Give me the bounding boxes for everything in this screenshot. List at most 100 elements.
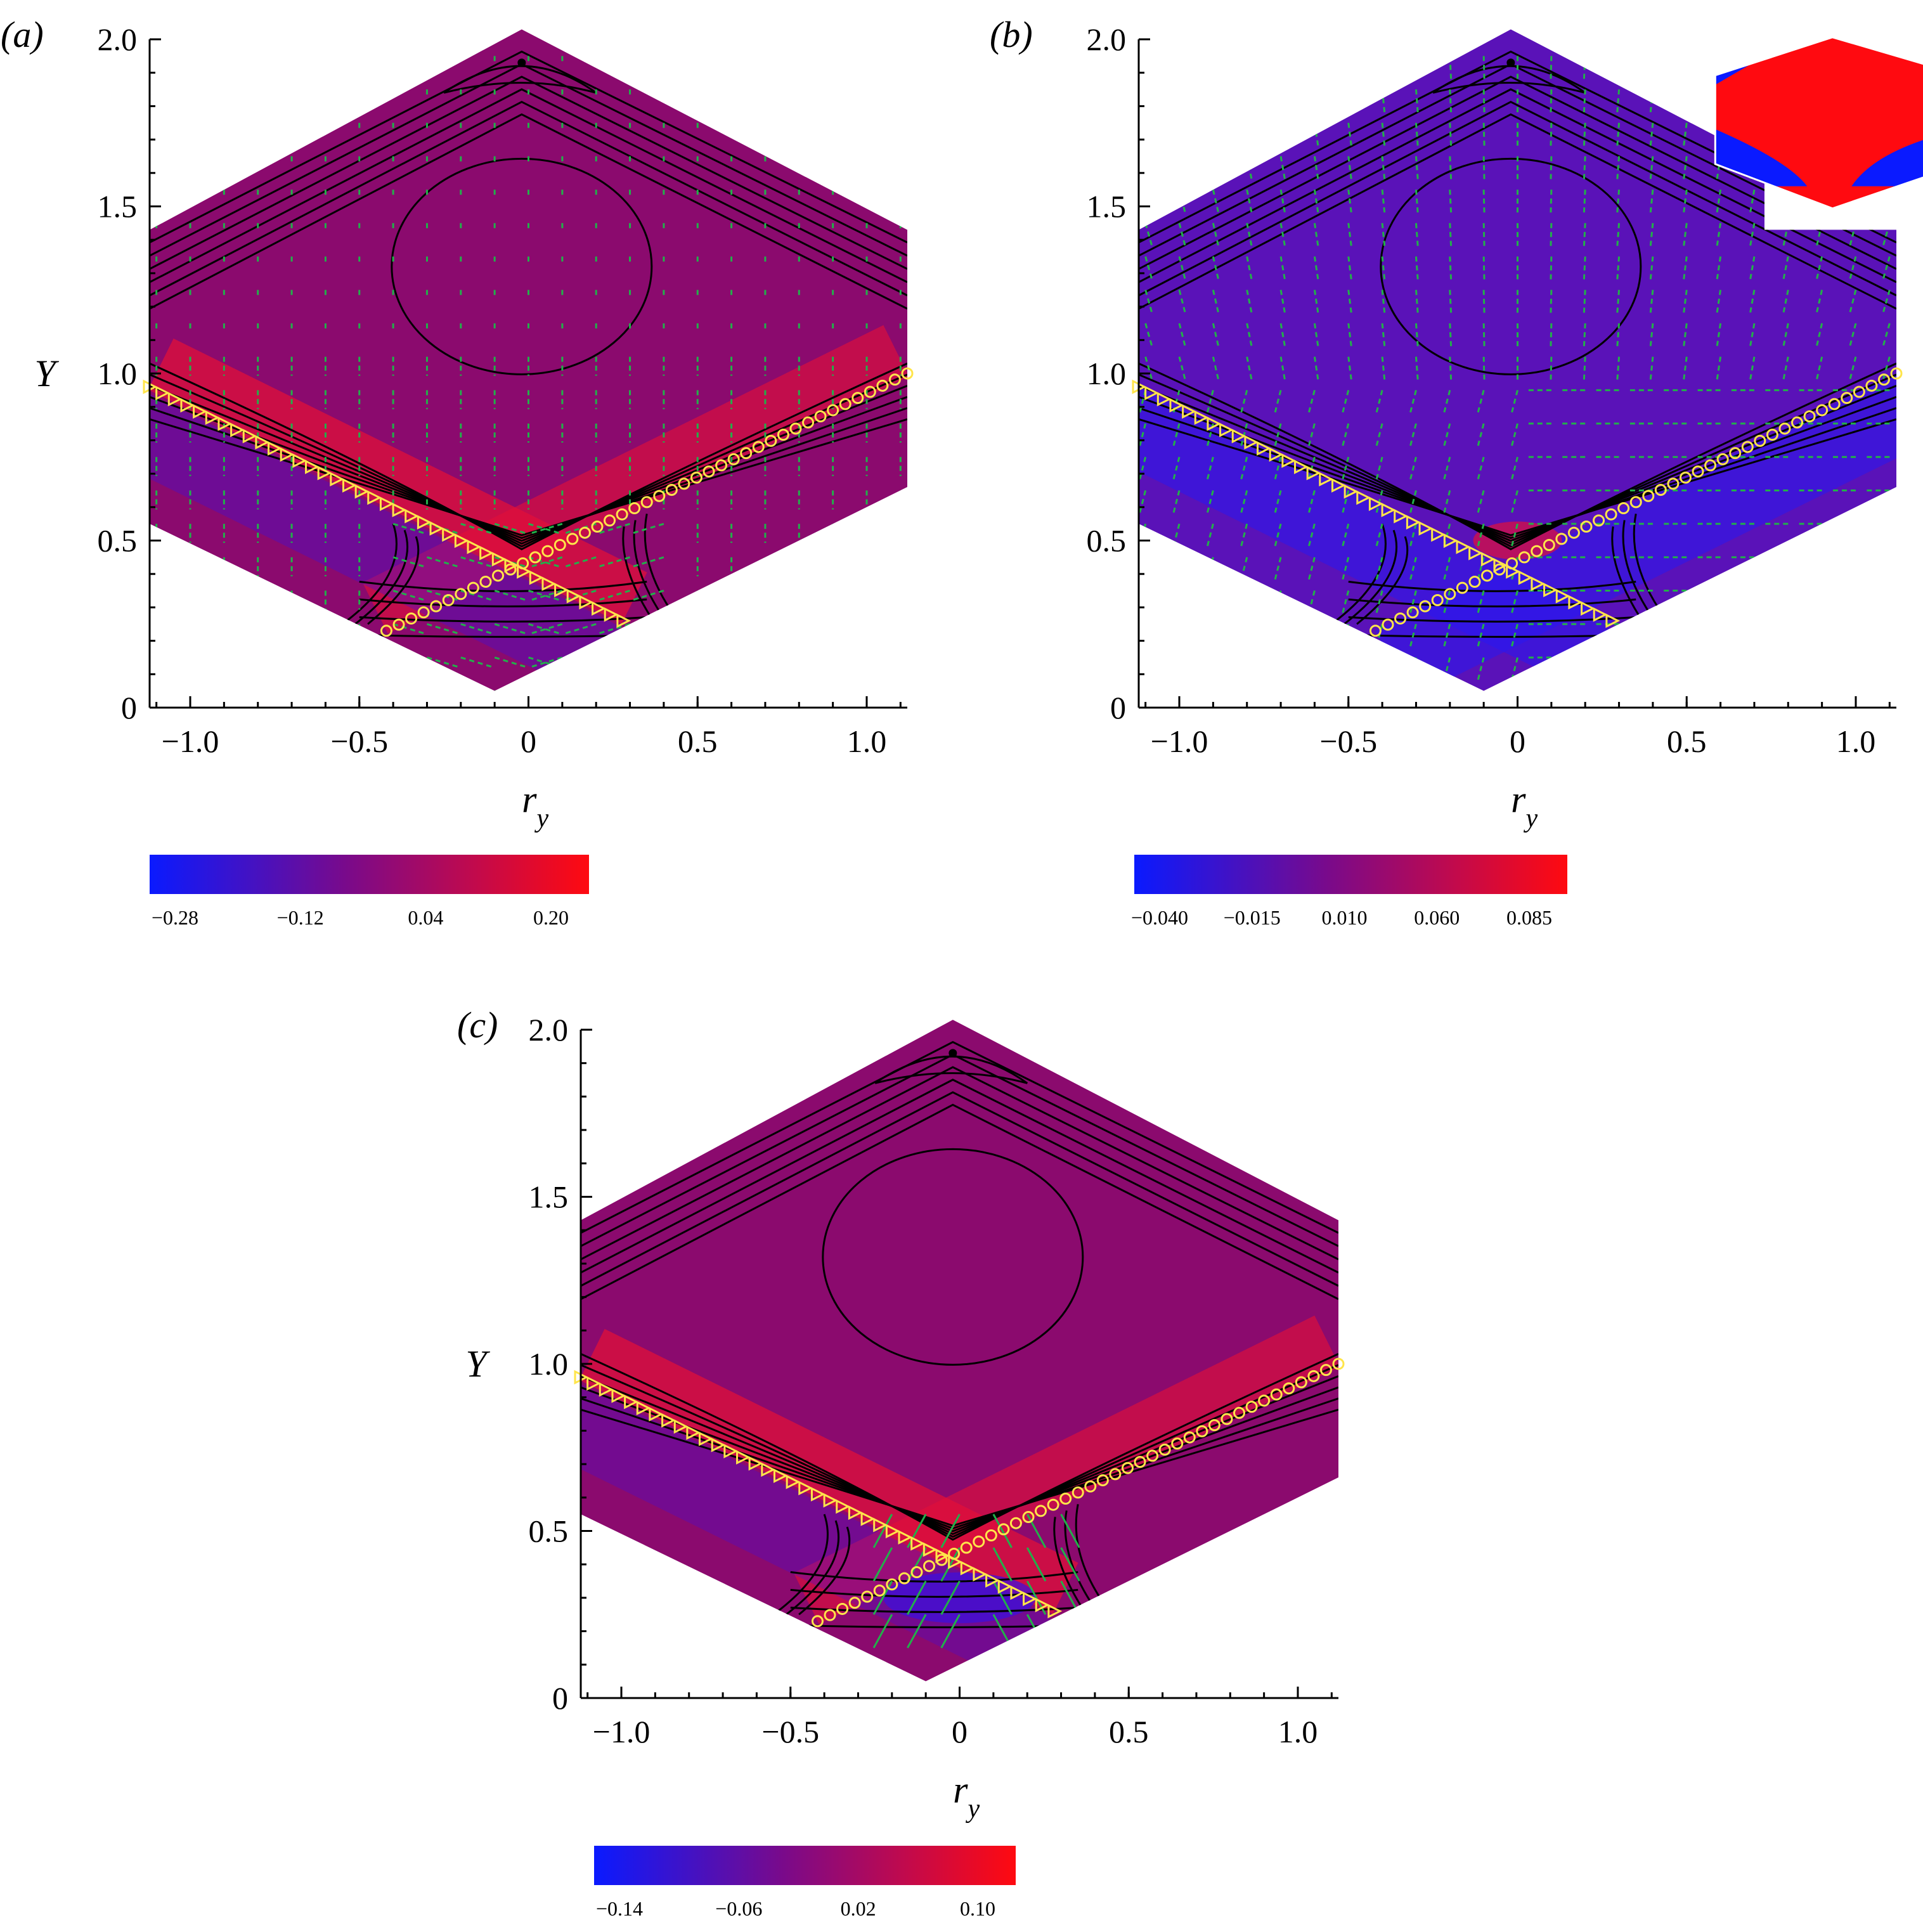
circle-marker [628,502,641,515]
circle-marker [690,471,703,484]
circle-marker [997,1523,1010,1536]
vector-arrow [1442,423,1451,449]
vector-arrow [1139,389,1147,415]
vector-arrow [1279,56,1286,82]
vector-arrow [1583,122,1586,148]
vector-arrow [1375,657,1383,683]
blue-band-left [150,392,621,691]
vector-arrow [1172,590,1181,616]
vector-arrow [1616,290,1621,316]
x-tick-label: 1.0 [1278,1714,1318,1749]
contour-lower-1 [150,373,907,548]
triangle-marker [786,1474,801,1489]
contour-lower-0 [150,362,907,550]
circle-marker [960,1541,973,1554]
vector-arrow [940,1580,961,1615]
vector-arrow [1273,557,1282,582]
vector-arrow [1815,323,1823,349]
vector-arrow [1307,657,1316,683]
triangle-marker [504,558,519,573]
vector-arrow [528,522,562,535]
contour-lower-3 [581,1386,1338,1533]
y-tick-label: 1.5 [98,189,138,224]
vector-arrow [940,1514,961,1548]
triangle-marker [217,416,233,431]
triangle-marker [798,1481,813,1496]
contour-upper-0 [581,1041,1338,1234]
x-tick-label: −0.5 [330,723,388,759]
triangle-marker [1581,601,1595,616]
vector-arrow [1415,323,1419,349]
vector-arrow [1240,657,1248,683]
circle-marker [1803,410,1816,423]
colorbar-tick-label: 0.02 [841,1897,876,1920]
vector-arrow [427,690,461,691]
vector-arrow [1240,457,1248,482]
vector-arrow [1716,290,1722,316]
vector-arrow [1815,356,1823,382]
vector-arrow [1178,323,1187,349]
circle-marker [1369,625,1382,637]
circle-marker [1468,575,1481,588]
contour-left-lobe-0 [773,1514,829,1616]
x-tick-label: −1.0 [1151,723,1208,759]
vector-arrow [1212,89,1220,115]
triangle-marker [923,1542,938,1557]
vector-arrow [1749,289,1756,315]
vector-arrow [1273,490,1282,515]
colorbar-tick-label: 0.085 [1506,906,1552,929]
vector-arrow [1313,156,1319,182]
x-axis-title: ry [1511,779,1538,833]
vector-arrow [630,590,664,602]
triangle-marker [405,509,420,524]
vector-arrow [494,590,529,602]
vector-arrow [392,656,427,669]
vector-arrow [528,656,563,669]
triangle-marker [1406,515,1421,530]
vector-arrow [460,522,495,535]
x-axis-title: ry [522,779,548,833]
triangle-marker [898,1530,913,1545]
vector-arrow [1381,290,1386,316]
circle-marker [1778,422,1791,435]
triangle-marker [292,453,308,469]
triangle-marker [417,515,432,530]
vector-arrow [1273,523,1282,549]
triangle-marker [1207,416,1222,431]
vector-arrow [872,1614,893,1649]
panel-c: −1.0 −0.5 0 0.5 1.000.51.01.52.0ryY(c)−0.14−… [457,1004,1345,1920]
triangle-marker [1356,490,1371,505]
vector-arrow [596,656,630,669]
axes [1137,38,1896,709]
circle-marker [1890,367,1903,380]
vector-arrow [1682,256,1688,282]
circle-marker [1531,545,1543,557]
triangle-marker [997,1579,1013,1594]
vector-arrow [1144,89,1153,114]
circle-marker [814,410,827,423]
vector-arrow [1682,290,1688,316]
vector-arrow [1409,523,1417,549]
vector-arrow [1409,389,1417,415]
vector-arrow [1882,289,1891,315]
vector-arrow [1026,1580,1047,1615]
circle-marker [727,453,740,465]
vector-arrow [1616,356,1621,382]
triangle-marker [1023,1592,1037,1606]
x-tick-label: 0.5 [678,723,718,759]
circle-marker [442,593,455,606]
vector-arrow [1649,223,1654,249]
vector-arrow [1815,289,1823,315]
circle-marker [886,1578,898,1591]
vector-arrow [992,1580,1013,1615]
vector-arrow [1246,56,1253,81]
triangle-marker [230,422,245,438]
vector-arrow [992,1514,1013,1548]
colorbar-tick-label: 0.20 [533,906,569,929]
contour-lower-0 [1139,362,1896,550]
triangle-marker [193,404,207,419]
triangle-marker [255,435,270,450]
circle-marker [1121,1462,1134,1474]
triangle-marker [467,540,482,554]
vector-arrow [1144,189,1153,215]
